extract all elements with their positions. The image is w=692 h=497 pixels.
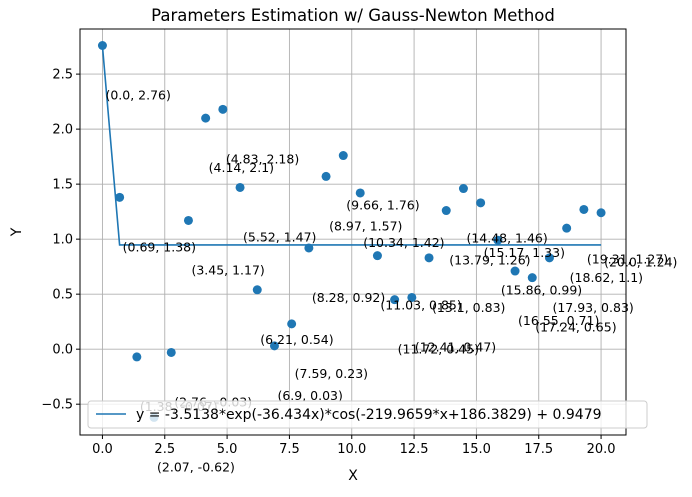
y-tick-label: −0.5	[41, 398, 73, 413]
x-tick-label: 17.5	[524, 442, 553, 457]
point-annotation: (13.1, 0.83)	[432, 300, 505, 315]
scatter-point	[166, 347, 176, 357]
scatter-point	[252, 285, 262, 295]
scatter-point	[183, 215, 193, 225]
point-annotation: (13.79, 1.26)	[449, 253, 530, 268]
scatter-point	[287, 319, 297, 329]
point-annotation: (18.62, 1.1)	[570, 270, 643, 285]
legend: y = -3.5138*exp(-36.434x)*cos(-219.9659*…	[87, 400, 648, 429]
x-tick-label: 5.0	[217, 442, 238, 457]
x-tick-label: 0.0	[92, 442, 113, 457]
y-tick-label: 1.0	[52, 233, 73, 248]
y-tick-label: 2.0	[52, 123, 73, 138]
scatter-point	[372, 251, 382, 261]
scatter-point	[527, 273, 537, 283]
point-annotation: (20.0, 1.24)	[604, 255, 677, 270]
y-tick-label: 1.5	[52, 178, 73, 193]
point-annotation: (0.69, 1.38)	[123, 239, 196, 254]
scatter-point	[562, 223, 572, 233]
scatter-point	[132, 352, 142, 362]
point-annotation: (6.9, 0.03)	[277, 388, 342, 403]
scatter-point	[321, 171, 331, 181]
scatter-point	[218, 104, 228, 114]
scatter-point	[544, 253, 554, 263]
point-annotation: (11.72, 0.45)	[398, 342, 479, 357]
legend-box	[87, 400, 648, 429]
fit-line-layer	[101, 45, 602, 246]
scatter-point	[390, 295, 400, 305]
point-annotation: (4.83, 2.18)	[226, 151, 299, 166]
x-tick-label: 2.5	[154, 442, 175, 457]
scatter-point	[407, 292, 417, 302]
scatter-point	[493, 235, 503, 245]
point-annotation: (3.45, 1.17)	[191, 262, 264, 277]
legend-label: y = -3.5138*exp(-36.434x)*cos(-219.9659*…	[136, 407, 602, 423]
scatter-point	[355, 188, 365, 198]
x-tick-label: 20.0	[587, 442, 616, 457]
point-annotation: (5.52, 1.47)	[243, 229, 316, 244]
axis-ticks: 0.0 2.5 5.0 7.5 10.0 12.5 15.0 17.5 20.0 −0.5 0.0 0…	[41, 68, 615, 457]
scatter-point	[304, 243, 314, 253]
chart-title: Parameters Estimation w/ Gauss-Newton Me…	[151, 6, 555, 25]
point-annotation: (0.0, 2.76)	[105, 88, 170, 103]
x-tick-label: 7.5	[279, 442, 300, 457]
point-annotation: (7.59, 0.23)	[295, 366, 368, 381]
point-annotation: (16.55, 0.71)	[518, 313, 599, 328]
x-tick-label: 10.0	[337, 442, 366, 457]
scatter-point	[269, 341, 279, 351]
y-tick-label: 2.5	[52, 68, 73, 83]
point-annotation: (6.21, 0.54)	[260, 332, 333, 347]
point-annotation: (8.97, 1.57)	[329, 218, 402, 233]
x-tick-label: 15.0	[462, 442, 491, 457]
scatter-point	[235, 182, 245, 192]
x-axis-label: X	[348, 468, 358, 484]
scatter-point	[201, 113, 211, 123]
point-annotation: (15.17, 1.33)	[484, 245, 565, 260]
point-annotation: (17.93, 0.83)	[552, 300, 633, 315]
scatter-point	[510, 266, 520, 276]
scatter-point	[441, 206, 451, 216]
point-annotation: (8.28, 0.92)	[312, 290, 385, 305]
y-tick-label: 0.0	[52, 343, 73, 358]
point-annotation: (11.03, 0.85)	[380, 298, 461, 313]
scatter-point	[596, 208, 606, 218]
scatter-point	[424, 253, 434, 263]
point-annotation: (14.48, 1.46)	[466, 231, 547, 246]
point-annotation: (4.14, 2.1)	[209, 160, 274, 175]
scatter-point	[476, 198, 486, 208]
scatter-point	[338, 151, 348, 161]
fit-line	[101, 45, 602, 246]
scatter-point	[579, 204, 589, 214]
scatter-point	[115, 192, 125, 202]
point-annotation: (2.07, -0.62)	[157, 459, 235, 474]
y-axis-label: Y	[9, 227, 25, 237]
scatter-point	[458, 184, 468, 194]
scatter-points	[97, 41, 606, 422]
point-annotation: (15.86, 0.99)	[501, 282, 582, 297]
y-tick-label: 0.5	[52, 288, 73, 303]
plot-frame	[79, 28, 627, 436]
point-annotation: (19.31, 1.27)	[587, 251, 668, 266]
point-annotation: (9.66, 1.76)	[346, 198, 419, 213]
point-annotation: (10.34, 1.42)	[363, 235, 444, 250]
x-tick-label: 12.5	[400, 442, 429, 457]
scatter-point	[97, 41, 107, 51]
point-annotation: (12.41, 0.47)	[415, 339, 496, 354]
point-annotation: (17.24, 0.65)	[535, 320, 616, 335]
